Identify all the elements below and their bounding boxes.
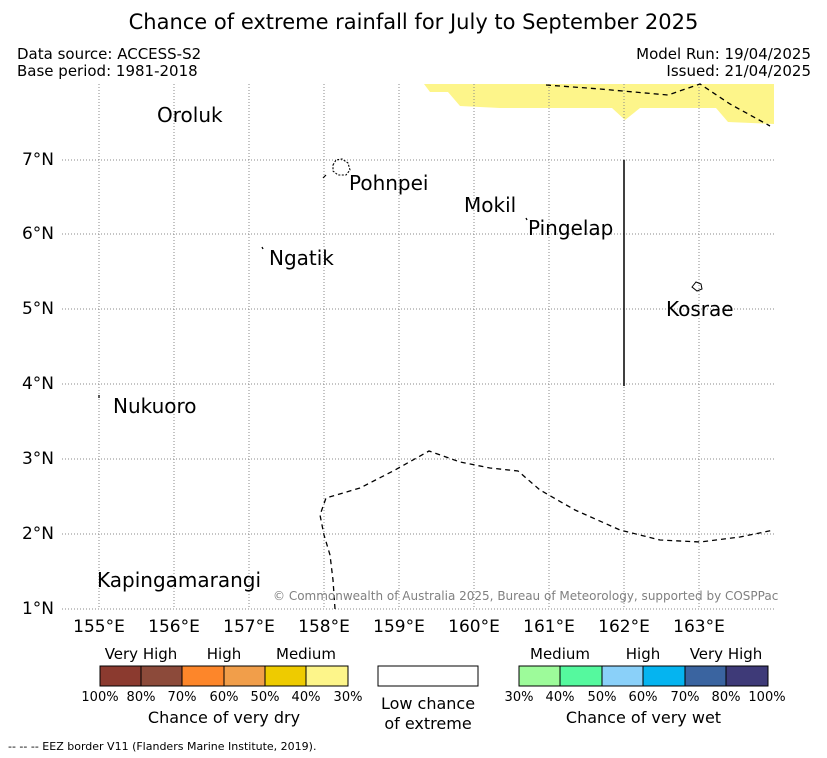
dry-cat-high: High (206, 645, 242, 663)
lon-label-156e: 156°E (148, 617, 200, 637)
dry-tick-70: 70% (167, 690, 197, 705)
wet-tick-40: 40% (545, 690, 575, 705)
dry-legend-title: Chance of very dry (147, 708, 301, 727)
pohnpei-island (332, 158, 351, 176)
place-pohnpei: Pohnpei (349, 171, 429, 195)
dry-tick-30: 30% (333, 690, 363, 705)
model-run: Model Run: 19/04/2025 (636, 45, 811, 63)
meta-left: Data source: ACCESS-S2 Base period: 1981… (17, 46, 201, 80)
data-source: Data source: ACCESS-S2 (17, 45, 202, 63)
wet-tick-60: 60% (628, 690, 658, 705)
ngatik-atoll (261, 246, 264, 250)
place-ngatik: Ngatik (269, 246, 334, 270)
lat-label-4n: 4°N (21, 374, 54, 394)
kosrae-island (691, 281, 703, 292)
eez-footer-note: -- -- -- EEZ border V11 (Flanders Marine… (8, 740, 317, 753)
longitude-gridlines (98, 84, 700, 609)
lat-label-1n: 1°N (21, 599, 54, 619)
copyright-notice: © Commonwealth of Australia 2025, Bureau… (273, 589, 779, 603)
lon-label-162e: 162°E (598, 617, 650, 637)
lat-label-7n: 7°N (21, 150, 54, 170)
pingelap-atoll (525, 217, 528, 221)
wet-cat-very-high: Very High (689, 645, 763, 663)
eez-borders (319, 83, 775, 610)
place-nukuoro: Nukuoro (113, 394, 197, 418)
lon-label-161e: 161°E (523, 617, 575, 637)
lat-label-6n: 6°N (21, 224, 54, 244)
low-chance-line1: Low chance (380, 694, 476, 713)
place-kosrae: Kosrae (666, 297, 734, 321)
dry-tick-60: 60% (209, 690, 239, 705)
dry-cat-very-high: Very High (104, 645, 178, 663)
dry-tick-40: 40% (291, 690, 321, 705)
dry-cat-medium: Medium (276, 645, 336, 663)
place-mokil: Mokil (464, 193, 517, 217)
place-pingelap: Pingelap (528, 216, 614, 240)
lon-label-157e: 157°E (223, 617, 275, 637)
wet-tick-50: 50% (587, 690, 617, 705)
pohnpei-islet (322, 174, 327, 179)
lat-label-3n: 3°N (21, 449, 54, 469)
latitude-gridlines (62, 159, 774, 610)
dry-shading-region (424, 84, 774, 124)
eez-border-south (319, 450, 775, 610)
issued-date: Issued: 21/04/2025 (666, 62, 811, 80)
wet-tick-80: 80% (711, 690, 741, 705)
lon-label-163e: 163°E (673, 617, 725, 637)
lon-label-159e: 159°E (373, 617, 425, 637)
dry-tick-100: 100% (81, 690, 119, 705)
place-kapingamarangi: Kapingamarangi (97, 568, 262, 592)
wet-legend-title: Chance of very wet (565, 708, 722, 727)
lon-label-158e: 158°E (298, 617, 350, 637)
place-oroluk: Oroluk (157, 103, 223, 127)
lat-label-5n: 5°N (21, 299, 54, 319)
wet-tick-30: 30% (504, 690, 534, 705)
low-chance-label: Low chance of extreme (368, 694, 488, 734)
lon-label-155e: 155°E (73, 617, 125, 637)
eez-border-north (545, 83, 771, 127)
lat-label-2n: 2°N (21, 524, 54, 544)
map-title: Chance of extreme rainfall for July to S… (128, 10, 699, 34)
wet-cat-high: High (625, 645, 661, 663)
wet-tick-100: 100% (748, 690, 786, 705)
low-chance-line2: of extreme (384, 714, 472, 733)
dry-tick-50: 50% (250, 690, 280, 705)
wet-cat-medium: Medium (530, 645, 590, 663)
dry-tick-80: 80% (126, 690, 156, 705)
meta-right: Model Run: 19/04/2025 Issued: 21/04/2025 (636, 46, 811, 80)
base-period: Base period: 1981-2018 (17, 62, 198, 80)
lon-label-160e: 160°E (448, 617, 500, 637)
wet-tick-70: 70% (670, 690, 700, 705)
